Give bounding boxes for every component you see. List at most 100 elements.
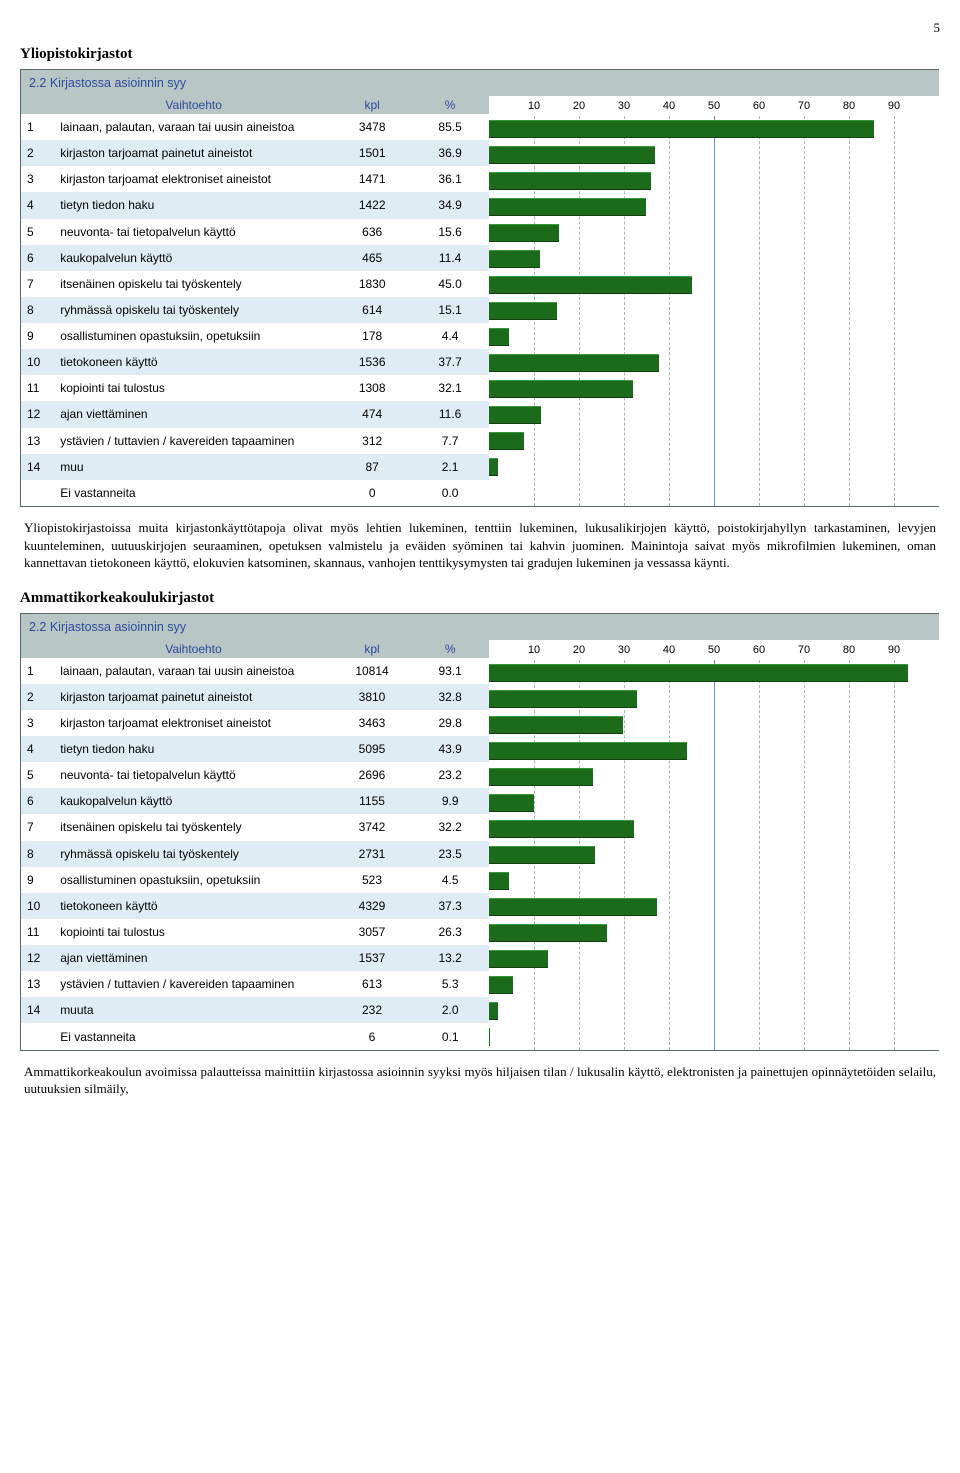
table-row: 5neuvonta- tai tietopalvelun käyttö63615…	[21, 219, 489, 245]
bar	[489, 742, 687, 760]
row-label: muu	[54, 454, 333, 480]
axis-tick: 70	[798, 100, 810, 112]
row-number: 3	[21, 166, 54, 192]
bar-row	[489, 842, 939, 868]
th-percent: %	[411, 96, 489, 114]
row-number: 3	[21, 710, 54, 736]
bar-row	[489, 712, 939, 738]
row-label: lainaan, palautan, varaan tai uusin aine…	[54, 114, 333, 140]
row-count: 1501	[333, 140, 411, 166]
bar	[489, 872, 509, 890]
row-count: 4329	[333, 893, 412, 919]
row-count: 10814	[333, 658, 412, 684]
row-percent: 11.6	[411, 401, 489, 427]
bar	[489, 328, 509, 346]
bar	[489, 898, 657, 916]
table-row: 12ajan viettäminen47411.6	[21, 401, 489, 427]
bar-row	[489, 272, 939, 298]
row-label: neuvonta- tai tietopalvelun käyttö	[54, 219, 333, 245]
bar	[489, 664, 908, 682]
row-percent: 0.0	[411, 480, 489, 506]
chart-grid	[489, 116, 939, 506]
axis-tick: 30	[618, 100, 630, 112]
row-label: kirjaston tarjoamat elektroniset aineist…	[54, 710, 333, 736]
table-row: Ei vastanneita60.1	[21, 1023, 489, 1049]
row-number	[21, 480, 54, 506]
bar-row	[489, 116, 939, 142]
row-label: Ei vastanneita	[54, 480, 333, 506]
table-row: 10tietokoneen käyttö432937.3	[21, 893, 489, 919]
row-label: kaukopalvelun käyttö	[54, 245, 333, 271]
axis-tick: 80	[843, 100, 855, 112]
table-row: 14muu872.1	[21, 454, 489, 480]
bar-row	[489, 350, 939, 376]
row-count: 474	[333, 401, 411, 427]
bar-row	[489, 894, 939, 920]
row-count: 1537	[333, 945, 412, 971]
axis-tick: 90	[888, 644, 900, 656]
row-label: kaukopalvelun käyttö	[54, 788, 333, 814]
bar	[489, 458, 498, 476]
table-row: 1lainaan, palautan, varaan tai uusin ain…	[21, 658, 489, 684]
row-count: 1308	[333, 375, 411, 401]
table-row: Ei vastanneita00.0	[21, 480, 489, 506]
table-row: 13ystävien / tuttavien / kavereiden tapa…	[21, 428, 489, 454]
axis-tick: 40	[663, 100, 675, 112]
bar	[489, 120, 874, 138]
row-label: kirjaston tarjoamat elektroniset aineist…	[54, 166, 333, 192]
bar-row	[489, 920, 939, 946]
bar	[489, 768, 593, 786]
table-row: 1lainaan, palautan, varaan tai uusin ain…	[21, 114, 489, 140]
row-percent: 34.9	[411, 192, 489, 218]
section1-chart-header: 2.2 Kirjastossa asioinnin syy	[21, 70, 939, 96]
axis-tick: 50	[708, 100, 720, 112]
table-row: 5neuvonta- tai tietopalvelun käyttö26962…	[21, 762, 489, 788]
row-count: 232	[333, 997, 412, 1023]
section2-chart: 2.2 Kirjastossa asioinnin syy Vaihtoehto…	[20, 613, 939, 1051]
section1-title: Yliopistokirjastot	[20, 46, 940, 63]
axis-tick: 10	[528, 100, 540, 112]
section1-bars: 102030405060708090	[489, 96, 939, 506]
bar	[489, 690, 637, 708]
row-label: ryhmässä opiskelu tai työskentely	[54, 297, 333, 323]
bar-row	[489, 946, 939, 972]
row-number: 8	[21, 297, 54, 323]
row-percent: 26.3	[411, 919, 489, 945]
row-number: 14	[21, 997, 54, 1023]
row-label: neuvonta- tai tietopalvelun käyttö	[54, 762, 333, 788]
row-percent: 4.5	[411, 867, 489, 893]
row-number: 13	[21, 428, 54, 454]
row-count: 2696	[333, 762, 412, 788]
row-percent: 93.1	[411, 658, 489, 684]
axis-tick: 20	[573, 644, 585, 656]
row-number: 6	[21, 245, 54, 271]
axis-tick: 30	[618, 644, 630, 656]
table-row: 8ryhmässä opiskelu tai työskentely273123…	[21, 841, 489, 867]
row-count: 1155	[333, 788, 412, 814]
bar	[489, 146, 655, 164]
row-label: ystävien / tuttavien / kavereiden tapaam…	[54, 971, 333, 997]
bar-row	[489, 402, 939, 428]
row-number: 5	[21, 219, 54, 245]
row-label: ajan viettäminen	[54, 401, 333, 427]
table-row: 13ystävien / tuttavien / kavereiden tapa…	[21, 971, 489, 997]
row-percent: 2.1	[411, 454, 489, 480]
row-number: 1	[21, 114, 54, 140]
row-number: 6	[21, 788, 54, 814]
row-count: 3478	[333, 114, 411, 140]
row-percent: 29.8	[411, 710, 489, 736]
table-row: 3kirjaston tarjoamat elektroniset aineis…	[21, 166, 489, 192]
row-percent: 36.9	[411, 140, 489, 166]
section1-paragraph: Yliopistokirjastoissa muita kirjastonkäy…	[24, 519, 936, 572]
table-row: 4tietyn tiedon haku142234.9	[21, 192, 489, 218]
section2-title: Ammattikorkeakoulukirjastot	[20, 590, 940, 607]
row-number: 9	[21, 867, 54, 893]
table-row: 12ajan viettäminen153713.2	[21, 945, 489, 971]
row-count: 87	[333, 454, 411, 480]
chart-grid	[489, 660, 939, 1050]
bar-row	[489, 660, 939, 686]
axis-tick: 70	[798, 644, 810, 656]
axis-tick: 60	[753, 100, 765, 112]
row-number: 9	[21, 323, 54, 349]
bar	[489, 380, 633, 398]
